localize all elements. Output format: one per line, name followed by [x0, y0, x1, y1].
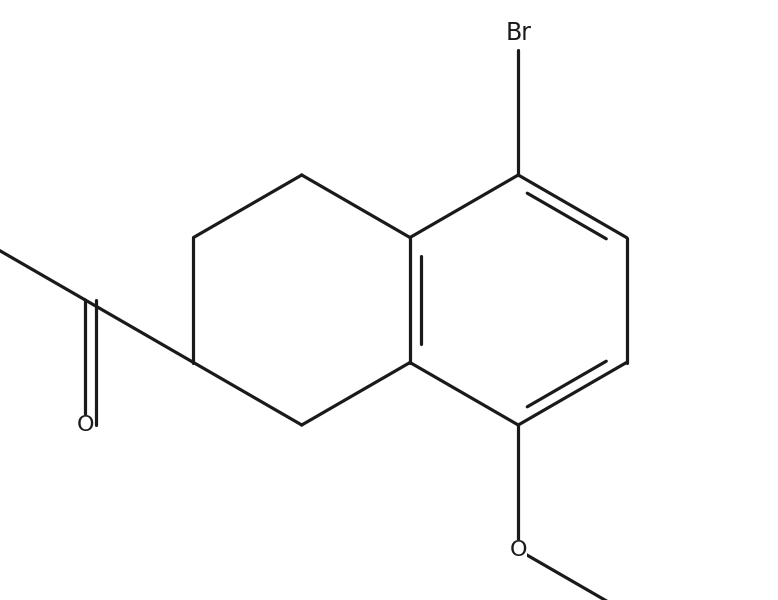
- Text: Br: Br: [505, 21, 531, 45]
- Text: O: O: [510, 540, 527, 560]
- Text: O: O: [76, 415, 94, 435]
